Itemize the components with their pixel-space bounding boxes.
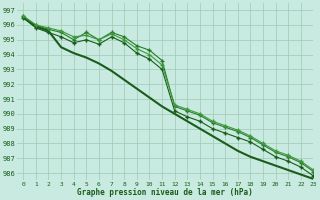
X-axis label: Graphe pression niveau de la mer (hPa): Graphe pression niveau de la mer (hPa): [77, 188, 253, 197]
